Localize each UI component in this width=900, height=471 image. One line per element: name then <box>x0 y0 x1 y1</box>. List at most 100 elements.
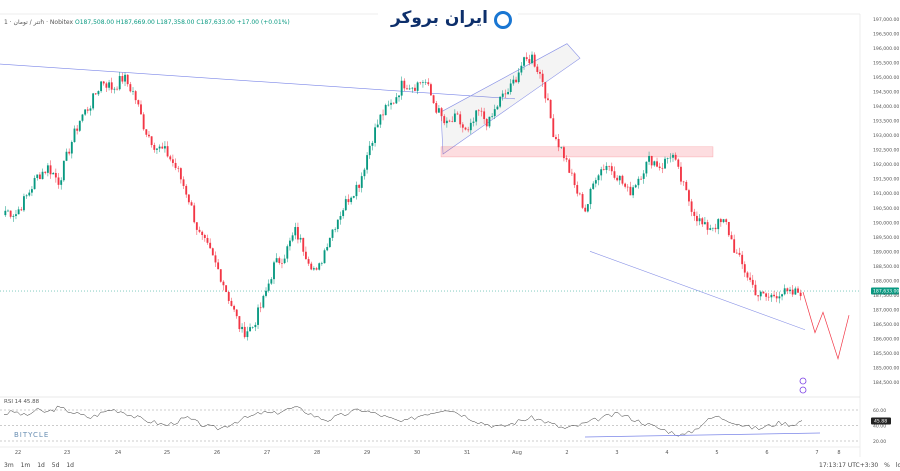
candle-body <box>273 262 275 280</box>
candle-body <box>20 209 23 211</box>
symbol-label[interactable]: تتر / تومان · 1h · Nobitex <box>4 19 74 26</box>
x-tick-label: 30 <box>414 450 420 456</box>
candle-body <box>589 188 592 205</box>
candle-body <box>727 221 730 236</box>
timeframe-button[interactable]: 3m <box>4 462 14 469</box>
candle-body <box>719 219 722 223</box>
candle-body <box>456 113 459 115</box>
candle-body <box>326 247 329 251</box>
candle-body <box>246 331 249 338</box>
candle-body <box>682 181 685 183</box>
candle-body <box>440 108 443 117</box>
candle-body <box>379 114 382 125</box>
candle-body <box>49 165 52 175</box>
candle-body <box>568 159 571 173</box>
candle-body <box>618 175 621 181</box>
candle-body <box>142 114 145 130</box>
candle-body <box>206 237 209 243</box>
candle-body <box>339 216 342 220</box>
x-tick-label: 28 <box>314 450 320 456</box>
candle-body <box>435 103 438 113</box>
candle-body <box>578 193 581 195</box>
event-icon <box>799 377 807 385</box>
rsi-line <box>3 405 803 437</box>
candle-body <box>265 290 267 296</box>
candle-body <box>126 74 129 85</box>
candle-body <box>499 96 502 107</box>
candle-body <box>600 169 603 176</box>
candle-body <box>384 105 387 116</box>
candle-body <box>680 166 682 182</box>
candle-body <box>610 166 613 172</box>
candle-body <box>533 54 536 67</box>
timeframe-button[interactable]: 1d <box>66 462 74 469</box>
candle-body <box>621 175 624 184</box>
candle-body <box>759 291 762 297</box>
candle-body <box>664 158 666 169</box>
candle-body <box>289 240 291 247</box>
candle-body <box>230 300 233 306</box>
timeframe-button[interactable]: 1d <box>37 462 45 469</box>
candle-body <box>342 210 345 217</box>
candle-body <box>116 88 118 90</box>
candle-body <box>690 201 693 212</box>
candle-body <box>445 120 448 124</box>
candle-body <box>453 113 456 122</box>
brand-logo-text: ایران بروکر <box>390 8 488 28</box>
candle-body <box>320 263 323 264</box>
candle-body <box>746 272 749 278</box>
candle-body <box>536 66 539 72</box>
candle-body <box>653 161 656 166</box>
candle-body <box>496 106 499 110</box>
candle-body <box>376 124 379 128</box>
candle-body <box>605 165 608 170</box>
candle-body <box>328 237 331 248</box>
candle-body <box>105 83 108 88</box>
candle-body <box>81 114 84 121</box>
x-tick-label: 26 <box>214 450 220 456</box>
candle-body <box>73 128 76 143</box>
candle-body <box>592 183 595 189</box>
candle-body <box>794 288 797 295</box>
candle-body <box>642 173 645 179</box>
log-toggle[interactable]: log <box>895 462 900 469</box>
candle-body <box>573 173 576 186</box>
candle-body <box>547 98 549 100</box>
candle-body <box>597 175 600 181</box>
y-tick-label: 190,000.00 <box>873 220 899 226</box>
timeframe-button[interactable]: 5d <box>51 462 60 469</box>
timeframe-button[interactable]: 1m <box>20 462 31 469</box>
candle-body <box>791 289 794 295</box>
candle-body <box>395 97 398 104</box>
candle-body <box>124 74 126 82</box>
candle-body <box>562 147 565 159</box>
candle-body <box>640 178 643 180</box>
bottom-right-controls: 17:13:17 UTC+3:30 % log auto <box>815 462 900 469</box>
supply-zone <box>440 146 714 158</box>
candle-body <box>656 161 658 167</box>
candle-body <box>267 283 270 291</box>
candle-body <box>334 229 337 230</box>
candle-body <box>570 172 573 174</box>
candle-body <box>624 183 627 187</box>
rsi-level-label: 60.00 <box>873 408 886 414</box>
candle-body <box>685 181 688 191</box>
candle-body <box>190 202 193 206</box>
candle-body <box>323 250 326 264</box>
candle-body <box>238 316 241 330</box>
brand-logo: ایران بروکر <box>378 0 518 42</box>
rsi-level-label: 20.00 <box>873 439 886 445</box>
candle-body <box>507 91 510 95</box>
candle-body <box>754 284 757 296</box>
percent-toggle[interactable]: % <box>884 462 890 469</box>
candle-body <box>594 180 597 184</box>
candle-body <box>310 263 313 270</box>
candle-body <box>249 327 251 332</box>
candle-body <box>294 227 297 236</box>
candle-body <box>602 169 605 170</box>
candle-body <box>225 285 228 293</box>
y-tick-label: 191,000.00 <box>873 191 899 197</box>
candle-body <box>182 179 185 186</box>
